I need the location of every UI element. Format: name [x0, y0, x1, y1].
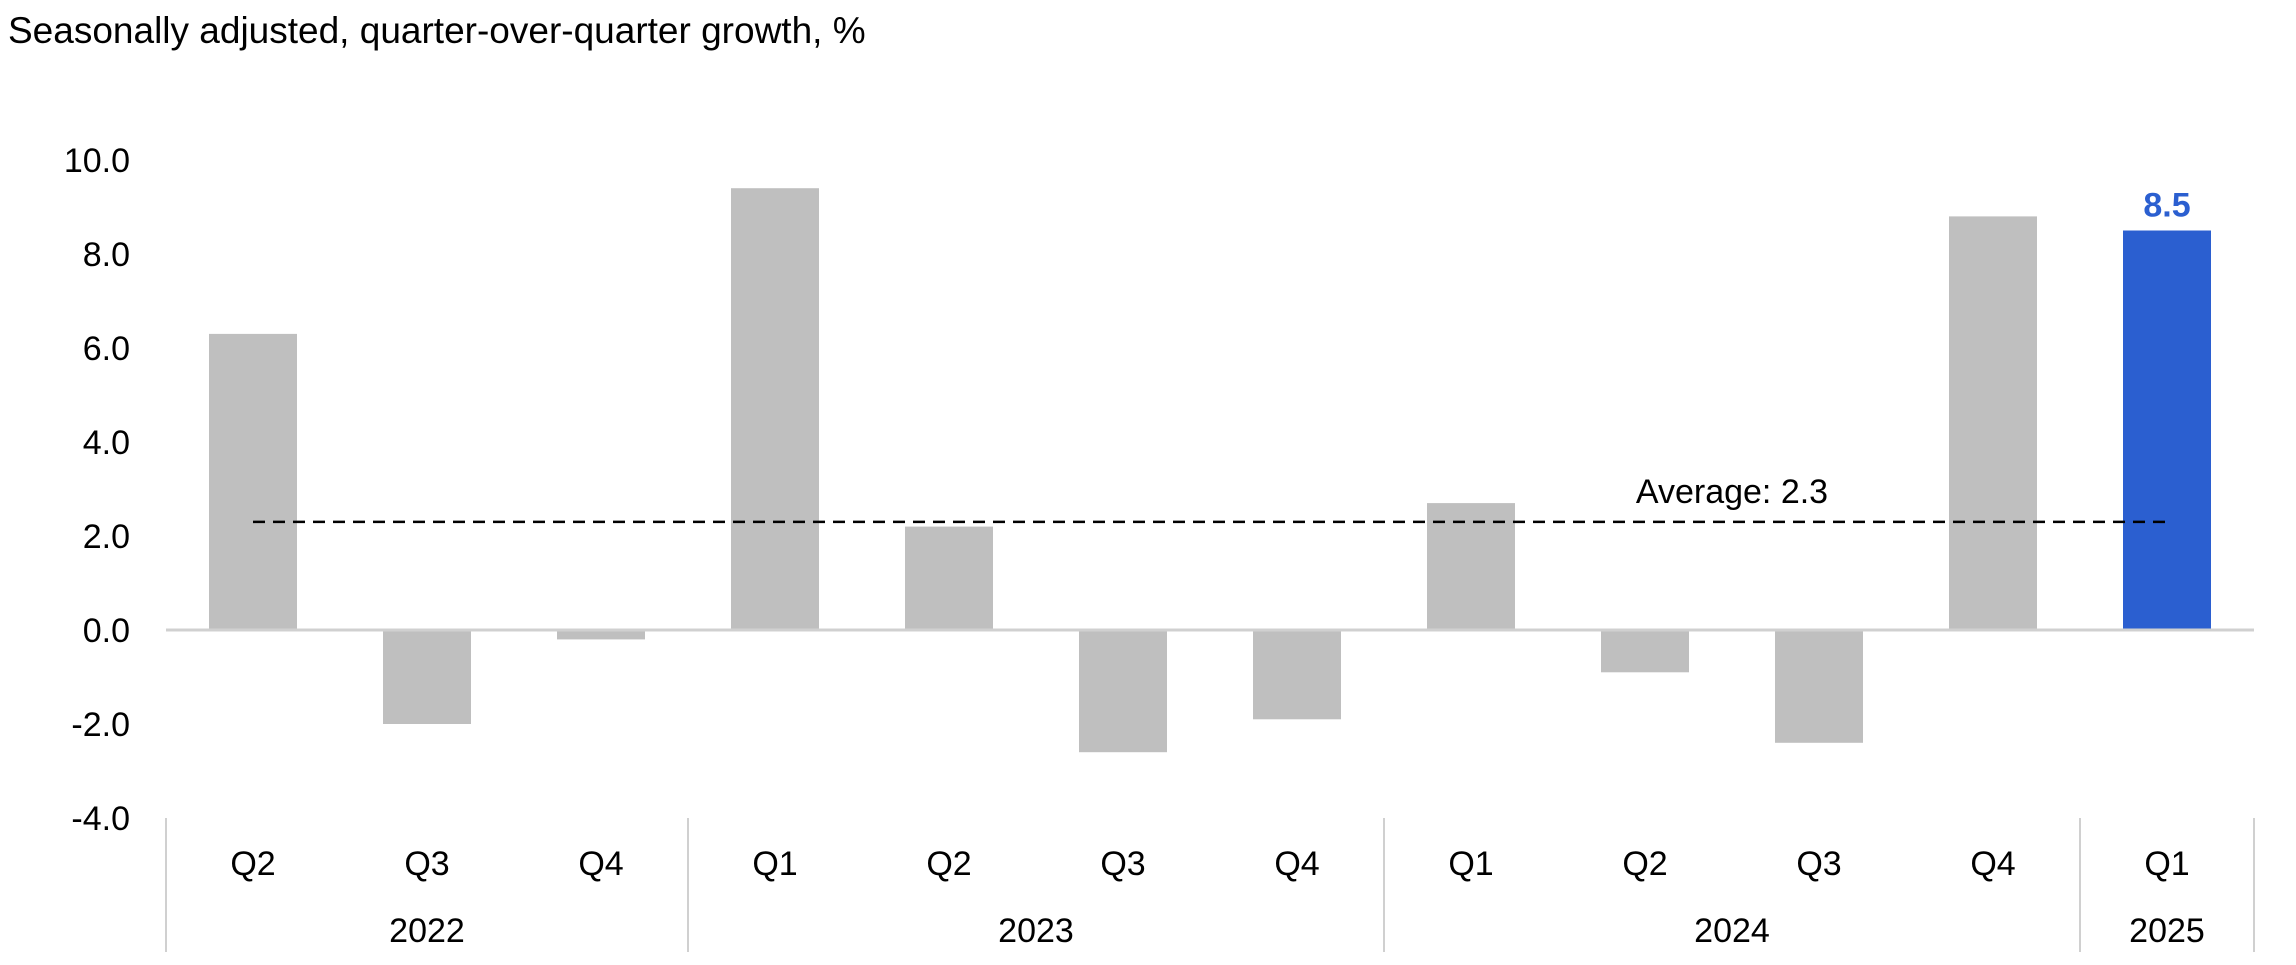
x-tick-label: Q3 [1796, 845, 1841, 883]
x-year-label: 2025 [2129, 912, 2205, 950]
bar [1949, 216, 2037, 630]
bar [209, 333, 297, 630]
x-tick-label: Q1 [1448, 845, 1493, 883]
bars: 8.5 [209, 187, 2211, 753]
highlight-data-label: 8.5 [2143, 187, 2190, 225]
x-year-label: 2023 [998, 912, 1074, 950]
x-tick-label: Q2 [1622, 845, 1667, 883]
y-tick-label: 6.0 [83, 330, 130, 368]
x-tick-label: Q2 [926, 845, 971, 883]
bar [1079, 630, 1167, 753]
x-tick-label: Q3 [1100, 845, 1145, 883]
y-tick-label: 4.0 [83, 424, 130, 462]
bar [905, 526, 993, 630]
x-tick-label: Q4 [578, 845, 623, 883]
bar [1601, 630, 1689, 673]
average-line-group: Average: 2.3 [253, 473, 2167, 524]
x-axis: Q2 Q3 Q4 Q1 Q2 Q3 Q4 Q1 Q2 Q3 Q4 Q1 2022 2023 2024 2025 [165, 818, 2255, 952]
y-tick-label: -2.0 [71, 706, 130, 744]
x-year-label: 2022 [389, 912, 465, 950]
x-tick-label: Q4 [1274, 845, 1319, 883]
y-axis: -4.0 -2.0 0.0 2.0 4.0 6.0 8.0 10.0 [64, 142, 130, 838]
bar [557, 630, 645, 640]
x-year-label: 2024 [1694, 912, 1770, 950]
bar [731, 188, 819, 630]
highlight-bar [2123, 230, 2211, 630]
chart-title: Seasonally adjusted, quarter-over-quarte… [8, 10, 866, 51]
x-tick-label: Q1 [2144, 845, 2189, 883]
x-tick-label: Q2 [230, 845, 275, 883]
bar [383, 630, 471, 724]
y-tick-label: 2.0 [83, 518, 130, 556]
y-tick-label: 0.0 [83, 612, 130, 650]
x-tick-label: Q1 [752, 845, 797, 883]
bar [1775, 630, 1863, 743]
y-tick-label: -4.0 [71, 800, 130, 838]
bar [1427, 503, 1515, 630]
bar [1253, 630, 1341, 720]
y-tick-label: 10.0 [64, 142, 130, 180]
average-label: Average: 2.3 [1636, 473, 1828, 511]
x-tick-label: Q4 [1970, 845, 2015, 883]
y-tick-label: 8.0 [83, 236, 130, 274]
x-tick-label: Q3 [404, 845, 449, 883]
